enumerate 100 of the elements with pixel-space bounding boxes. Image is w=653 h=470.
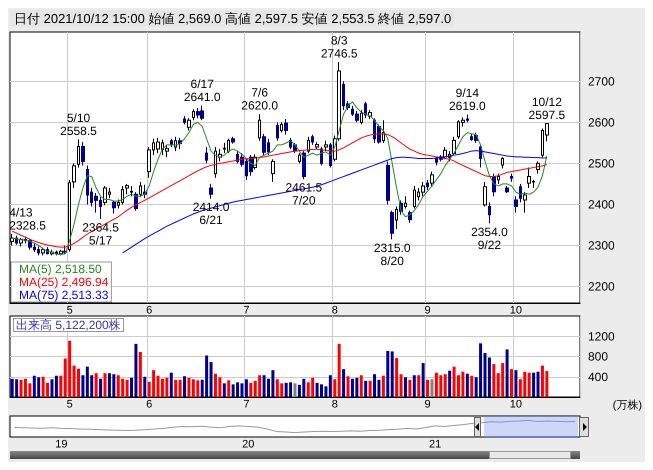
candlestick <box>421 181 425 197</box>
bar <box>294 383 296 397</box>
annotation: 9/14 2619.0 <box>448 86 486 114</box>
candlestick <box>130 185 133 197</box>
candlestick <box>205 146 208 164</box>
annotation: 7/6 2620.0 <box>241 86 278 113</box>
candlestick <box>156 137 160 154</box>
bar <box>227 380 230 397</box>
bar <box>360 375 363 397</box>
bar <box>412 375 416 397</box>
bar <box>262 375 266 397</box>
candlestick <box>121 185 124 205</box>
bar <box>439 375 442 397</box>
candlestick <box>77 138 80 168</box>
bar <box>76 368 80 397</box>
bar <box>430 379 434 397</box>
candlestick <box>311 134 314 146</box>
bar <box>170 372 173 397</box>
candlestick <box>284 118 288 136</box>
bar <box>302 378 306 397</box>
annotation: 8/3 2746.5 <box>320 34 358 61</box>
bar <box>94 373 98 397</box>
candlestick <box>505 185 509 194</box>
candlestick <box>258 114 261 142</box>
bar <box>54 376 58 397</box>
x-tick-label: 21 <box>429 438 442 450</box>
chart-title: 出来高 5,122,200株 <box>16 318 121 332</box>
candlestick <box>483 181 487 208</box>
bar <box>514 370 518 397</box>
annotation: 10/12 2597.5 <box>528 94 566 122</box>
annotation: 2315.0 8/20 <box>374 240 411 268</box>
x-tick-label: 6 <box>146 304 152 316</box>
bar <box>244 379 248 397</box>
candlestick <box>355 110 359 123</box>
bar <box>183 376 186 397</box>
candlestick <box>466 114 469 123</box>
bar <box>448 370 452 397</box>
bar <box>417 375 420 397</box>
candlestick <box>395 206 398 230</box>
candlestick <box>519 183 522 203</box>
bar <box>218 377 222 397</box>
x-tick-label: 9 <box>424 398 431 410</box>
candlestick <box>523 192 527 214</box>
candlestick <box>227 138 230 154</box>
bar <box>422 363 425 397</box>
bar <box>390 351 394 397</box>
bar <box>386 350 390 397</box>
bar <box>368 380 372 397</box>
bar <box>316 382 319 397</box>
bar <box>328 375 332 397</box>
candlestick <box>501 156 504 169</box>
line-series <box>122 150 548 254</box>
candlestick <box>324 140 328 152</box>
x-tick-label: 6 <box>146 398 152 410</box>
bar <box>395 358 398 397</box>
candlestick <box>298 152 301 164</box>
bar <box>532 372 536 397</box>
candlestick <box>315 142 319 150</box>
bar <box>134 344 138 397</box>
candlestick <box>514 196 518 214</box>
bar <box>355 378 358 397</box>
candlestick <box>209 183 213 200</box>
bar <box>506 349 509 397</box>
bar <box>276 379 279 397</box>
bar <box>121 378 124 397</box>
candlestick <box>497 173 500 184</box>
y-axis-title: (万株) <box>612 398 642 412</box>
candlestick <box>41 247 45 256</box>
candlestick <box>81 142 85 166</box>
bar <box>373 374 376 397</box>
candlestick <box>426 179 429 191</box>
bar <box>364 380 368 397</box>
annotation: 6/17 2641.0 <box>184 77 221 104</box>
candlestick <box>187 118 191 132</box>
bar <box>222 383 226 397</box>
candlestick <box>37 246 40 256</box>
bar <box>284 382 288 397</box>
x-tick-label: 9 <box>424 304 431 316</box>
x-tick-label: 20 <box>242 438 254 450</box>
candlestick <box>510 173 513 182</box>
bar <box>174 380 178 397</box>
candlestick <box>364 101 367 119</box>
bar <box>382 376 385 397</box>
x-tick-label: 7 <box>243 398 250 410</box>
x-tick-label: 19 <box>55 438 68 450</box>
candlestick <box>488 202 491 224</box>
bar <box>37 377 40 397</box>
y-tick-label: 2600 <box>588 115 616 130</box>
bar <box>342 369 346 397</box>
chart-title: 日付 2021/10/12 15:00 始値 2,569.0 高値 2,597.5 安値 2,553.5 終値 2,597.0 <box>14 11 452 26</box>
candlestick <box>139 181 142 198</box>
bar <box>280 383 284 397</box>
candlestick <box>103 185 107 206</box>
x-tick-label: 8 <box>332 398 338 410</box>
text: MA(75) 2,513.33 <box>19 288 109 302</box>
bar <box>346 376 350 397</box>
y-tick-label: 2300 <box>588 238 616 253</box>
candlestick <box>223 142 226 154</box>
candlestick <box>302 150 306 180</box>
bar <box>112 374 116 397</box>
